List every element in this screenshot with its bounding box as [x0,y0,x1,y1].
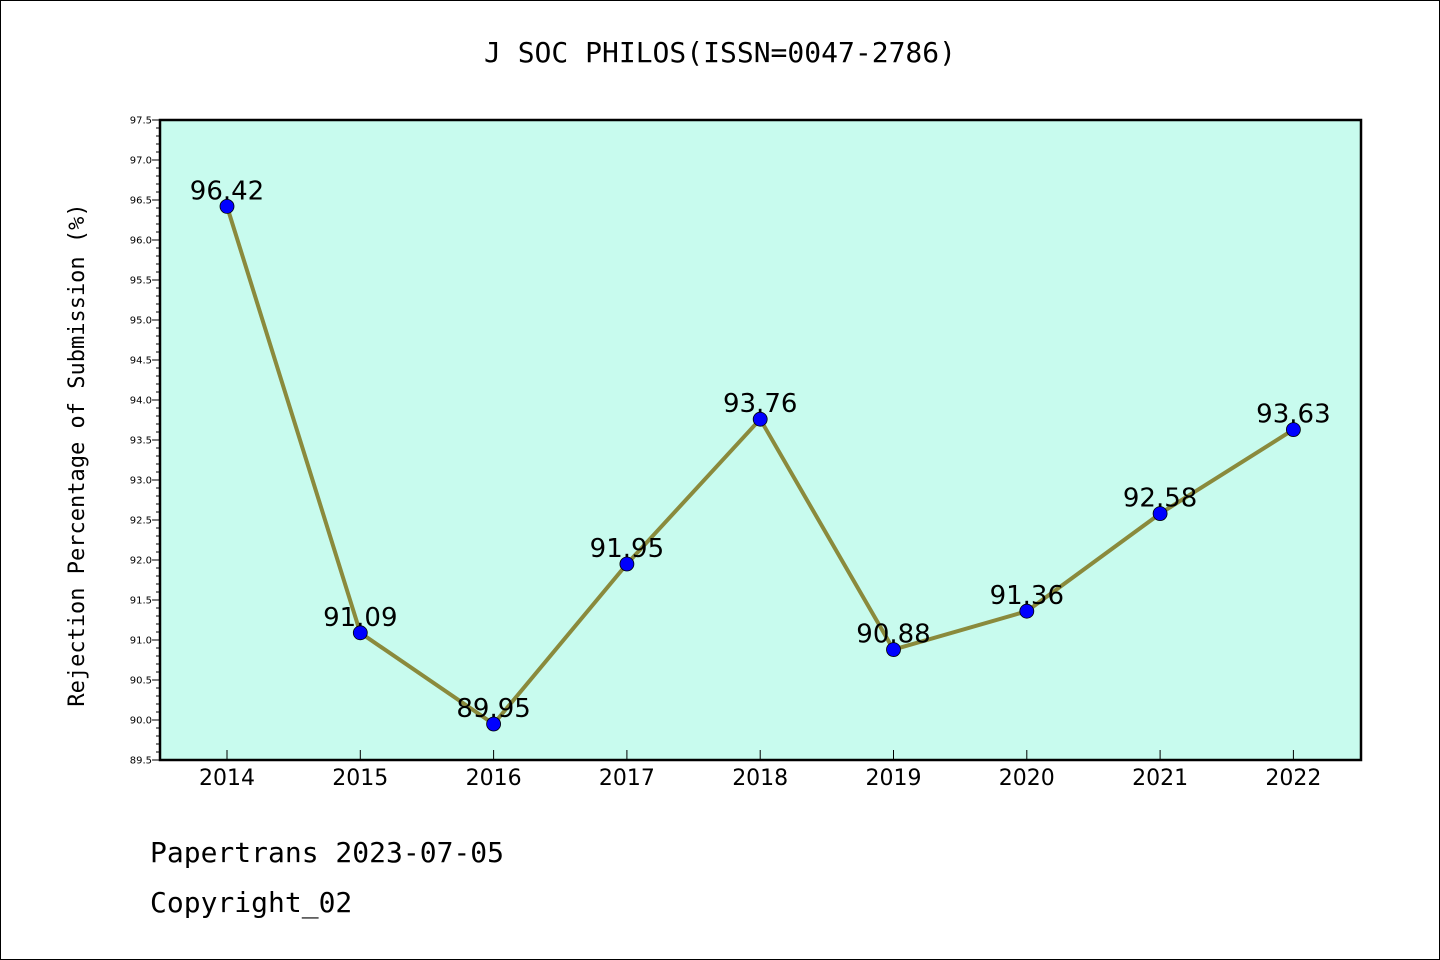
data-label: 89.95 [456,694,530,724]
data-point [886,642,901,657]
plot-area [160,120,1361,760]
y-tick-label: 91.0 [130,636,152,647]
x-tick-label: 2018 [732,766,788,791]
x-tick-label: 2014 [199,766,255,791]
y-tick-label: 90.0 [130,716,152,727]
data-label: 92.58 [1123,484,1197,514]
y-tick-label: 93.5 [130,436,152,447]
y-tick-label: 95.5 [130,276,152,287]
data-label: 91.36 [990,581,1064,611]
y-tick-label: 97.0 [130,156,152,167]
data-point [619,556,635,572]
data-point [219,198,235,214]
data-label: 93.63 [1256,400,1330,430]
data-label: 91.95 [590,534,664,564]
x-tick-label: 2019 [866,766,922,791]
y-tick-label: 93.0 [130,476,152,487]
y-axis-ticks: 89.5 90.0 90.5 91.0 91.5 92.0 92.5 93.0 93.5 94.0… [130,116,160,767]
x-tick-label: 2021 [1132,766,1188,791]
data-label: 93.76 [723,389,797,419]
data-point [1152,506,1168,521]
y-tick-label: 95.0 [130,316,152,327]
x-axis-ticks: 2014 2015 2016 2017 2018 2019 2020 2021 2022 [199,750,1321,791]
x-tick-label: 2022 [1265,766,1321,791]
data-point [1286,422,1301,438]
y-tick-label: 96.0 [130,236,152,247]
data-point [352,625,368,641]
y-tick-label: 92.5 [130,516,152,527]
data-label: 96.42 [190,176,264,206]
footer-copyright: Copyright_02 [150,886,353,919]
data-labels: 96.42 91.09 89.95 91.95 93.76 90.88 91.36 92.58… [190,176,1331,724]
y-tick-label: 90.5 [130,676,152,687]
y-tick-label: 94.5 [130,356,152,367]
data-points [219,198,1301,732]
y-tick-label: 94.0 [130,396,152,407]
chart-title: J SOC PHILOS(ISSN=0047-2786) [483,36,956,69]
y-tick-label: 89.5 [130,756,152,767]
x-tick-label: 2020 [999,766,1055,791]
plot-border [158,118,1363,762]
x-tick-label: 2016 [466,766,522,791]
x-tick-label: 2017 [599,766,655,791]
data-point [486,716,502,732]
data-label: 91.09 [323,603,397,633]
footer-date: Papertrans 2023-07-05 [150,836,505,869]
y-tick-label: 92.0 [130,556,152,567]
data-point [1019,603,1035,619]
y-axis-label: Rejection Percentage of Submission (%) [65,203,90,706]
data-point [752,411,768,427]
x-tick-label: 2015 [332,766,388,791]
y-tick-label: 91.5 [130,596,152,607]
y-tick-label: 96.5 [130,196,152,207]
y-tick-label: 97.5 [130,116,152,127]
data-label: 90.88 [856,620,930,650]
